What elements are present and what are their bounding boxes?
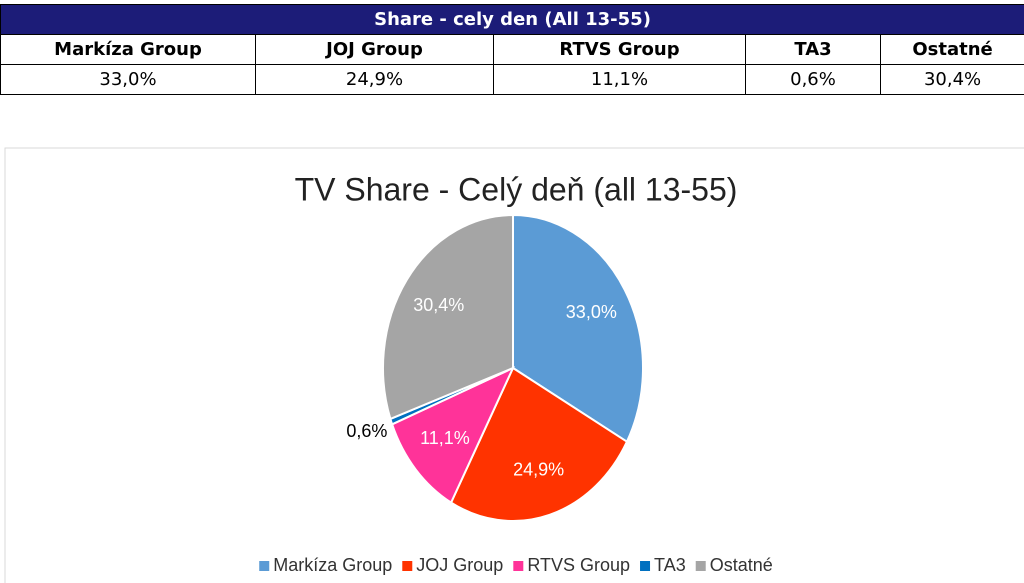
legend-swatch — [402, 561, 413, 571]
table-cell: 11,1% — [493, 64, 746, 95]
pie-slice — [382, 213, 514, 421]
column-header: Markíza Group — [0, 34, 256, 65]
data-label: 11,1% — [420, 428, 470, 448]
chart-title: TV Share - Celý deň (all 13-55) — [295, 171, 738, 207]
column-header: Ostatné — [879, 34, 1024, 65]
table-title: Share - cely den (All 13-55) — [0, 4, 1024, 35]
table-cell: 0,6% — [745, 64, 881, 95]
table-cell: 24,9% — [255, 64, 494, 95]
legend-label: Markíza Group — [273, 555, 392, 575]
table-cell: 30,4% — [879, 64, 1024, 95]
table-cell: 33,0% — [0, 64, 256, 95]
column-header: JOJ Group — [255, 34, 494, 65]
data-label: 0,6% — [346, 421, 387, 441]
legend-label: RTVS Group — [527, 555, 630, 575]
legend-swatch — [695, 561, 706, 571]
share-table: Share - cely den (All 13-55) Markíza Gro… — [0, 4, 1024, 95]
legend-swatch — [640, 561, 651, 571]
legend-swatch — [259, 561, 270, 571]
legend-label: TA3 — [654, 555, 686, 575]
column-header: TA3 — [745, 34, 881, 65]
legend-label: JOJ Group — [416, 555, 503, 575]
legend-label: Ostatné — [710, 555, 773, 575]
pie-slice — [390, 365, 516, 504]
data-label: 30,4% — [413, 295, 464, 315]
data-label: 24,9% — [513, 460, 564, 480]
data-label: 33,0% — [566, 302, 617, 322]
pie-slice — [449, 366, 629, 522]
legend-swatch — [513, 561, 524, 571]
pie-slice — [512, 213, 644, 444]
